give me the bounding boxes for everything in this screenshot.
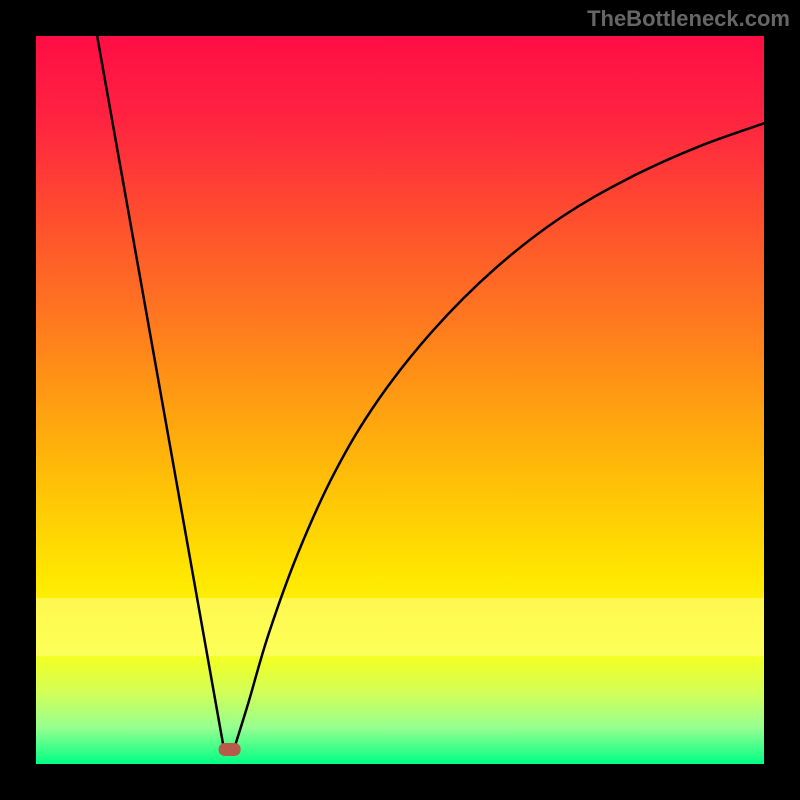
attribution-text: TheBottleneck.com (587, 6, 790, 32)
chart-highlight-band (36, 598, 764, 656)
chart-wrapper: TheBottleneck.com (0, 0, 800, 800)
chart-marker (219, 743, 241, 756)
bottleneck-chart (0, 0, 800, 800)
